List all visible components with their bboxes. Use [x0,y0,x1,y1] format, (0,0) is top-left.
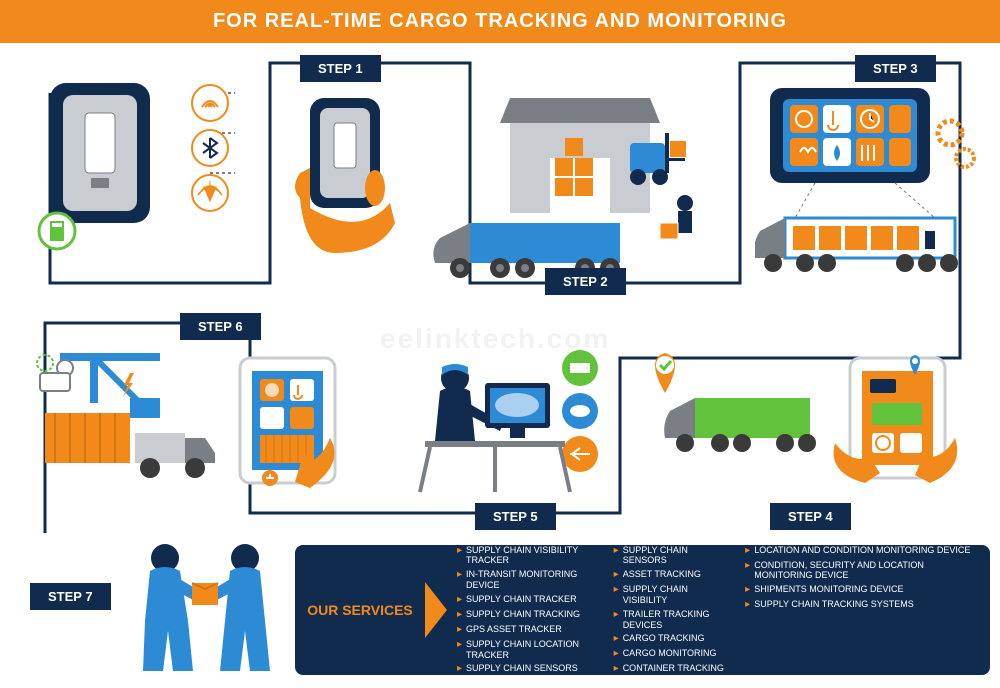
services-col-2: SUPPLY CHAIN SENSORS ASSET TRACKING SUPPLY… [614,545,732,676]
scene-step-5 [390,343,630,513]
step-3-label: STEP 3 [855,55,936,82]
scene-step-4 [640,343,970,513]
service-item: SUPPLY CHAIN TRACKING [457,609,600,621]
page-title: FOR REAL-TIME CARGO TRACKING AND MONITOR… [0,0,1000,43]
scene-step-3 [755,83,980,283]
services-col-3: LOCATION AND CONDITION MONITORING DEVICE… [745,545,980,676]
service-item: CARGO TRACKING [614,633,732,645]
service-item: SUPPLY CHAIN SENSORS [457,663,600,675]
service-item: CONDITION, SECURITY AND LOCATION MONITOR… [745,560,980,582]
service-item: SHIPMENTS MONITORING DEVICE [745,584,980,596]
service-item: CONTAINER TRACKING [614,663,732,675]
scene-step-2 [430,83,730,283]
scene-step-7 [120,533,290,683]
step-1-label: STEP 1 [300,55,381,82]
scene-step-1 [280,88,410,258]
services-arrow-icon [425,582,447,638]
service-item: SUPPLY CHAIN SENSORS [614,545,732,567]
step-4-label: STEP 4 [770,503,851,530]
step-6-label: STEP 6 [180,313,261,340]
service-item: SUPPLY CHAIN TRACKER [457,594,600,606]
scene-device [35,73,255,253]
step-5-label: STEP 5 [475,503,556,530]
service-item: IN-TRANSIT MONITORING DEVICE [457,569,600,591]
infographic-canvas: eelinktech.com STEP 1 STEP 2 STEP 3 STEP… [0,43,1000,683]
scene-step-6 [30,343,360,523]
step-7-label: STEP 7 [30,583,111,610]
service-item: SUPPLY CHAIN VISIBILITY TRACKER [457,545,600,567]
service-item: LOCATION AND CONDITION MONITORING DEVICE [745,545,980,557]
services-heading: OUR SERVICES [295,601,415,619]
services-col-1: SUPPLY CHAIN VISIBILITY TRACKERIN-TRANSI… [457,545,600,676]
service-item: ASSET TRACKING [614,569,732,581]
service-item: TRAILER TRACKING DEVICES [614,609,732,631]
service-item: GPS ASSET TRACKER [457,624,600,636]
services-panel: OUR SERVICES SUPPLY CHAIN VISIBILITY TRA… [295,545,990,675]
service-item: SUPPLY CHAIN VISIBILITY [614,584,732,606]
service-item: CARGO MONITORING [614,648,732,660]
service-item: SUPPLY CHAIN TRACKING SYSTEMS [745,599,980,611]
service-item: SUPPLY CHAIN LOCATION TRACKER [457,639,600,661]
step-2-label: STEP 2 [545,268,626,295]
